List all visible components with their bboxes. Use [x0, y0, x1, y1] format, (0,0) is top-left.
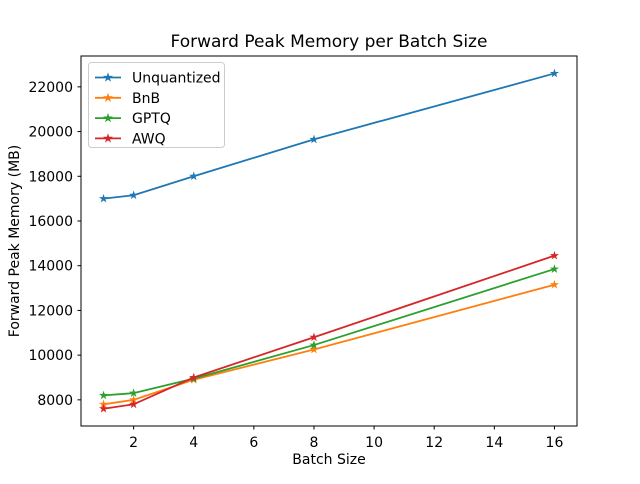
data-point-marker [189, 372, 199, 382]
data-point-marker [129, 395, 139, 404]
legend-box [88, 62, 225, 148]
y-tick-label: 14000 [28, 259, 73, 275]
data-point-marker [129, 388, 139, 398]
data-point-marker [309, 344, 319, 354]
legend-star-icon [103, 92, 113, 103]
y-tick-label: 8000 [37, 393, 73, 409]
data-point-marker [98, 193, 109, 203]
legend: Unquantized BnB GPTQ AWQ [88, 62, 225, 148]
data-point-marker [129, 190, 139, 200]
x-tick-label: 12 [425, 435, 443, 451]
plot-border [80, 55, 578, 427]
data-point-marker [129, 399, 139, 409]
series-line-bnb [103, 283, 555, 406]
x-axis-label: Batch Size [292, 452, 365, 468]
data-point-marker [98, 399, 109, 409]
axis-ticks: 2 4 6 8 10 12 14 16 8000 10000 12000 14000 16000 1800… [28, 80, 563, 451]
legend-label: AWQ [132, 131, 166, 147]
data-point-marker [189, 171, 199, 181]
series-line-awq [103, 254, 555, 410]
legend-label: Unquantized [132, 71, 221, 87]
data-point-marker [309, 332, 319, 342]
legend-item-awq: AWQ [95, 131, 166, 147]
series-lines [98, 68, 560, 413]
data-point-marker [549, 279, 560, 289]
x-tick-label: 16 [546, 435, 564, 451]
data-point-marker [309, 340, 319, 349]
data-point-marker [549, 68, 560, 78]
x-tick-label: 6 [249, 435, 258, 451]
x-tick-label: 8 [310, 435, 319, 451]
y-tick-label: 16000 [28, 214, 73, 230]
y-tick-label: 12000 [28, 303, 73, 319]
data-point-marker [309, 134, 319, 144]
x-tick-label: 2 [129, 435, 138, 451]
legend-star-icon [103, 112, 113, 123]
data-point-marker [98, 403, 109, 413]
legend-star-icon [103, 133, 113, 143]
data-point-marker [98, 390, 109, 400]
legend-star-icon [103, 72, 113, 82]
y-tick-label: 20000 [28, 125, 73, 141]
y-tick-label: 10000 [28, 348, 73, 364]
y-tick-label: 22000 [28, 80, 73, 96]
x-tick-label: 10 [365, 435, 383, 451]
legend-item-unquantized: Unquantized [95, 71, 221, 87]
legend-item-gptq: GPTQ [95, 111, 171, 127]
legend-item-bnb: BnB [95, 91, 160, 107]
chart-title: Forward Peak Memory per Batch Size [171, 32, 488, 52]
data-point-marker [549, 264, 560, 273]
y-tick-label: 18000 [28, 169, 73, 185]
legend-label: GPTQ [132, 111, 171, 127]
x-tick-label: 14 [485, 435, 503, 451]
y-axis-label: Forward Peak Memory (MB) [7, 145, 23, 337]
data-point-marker [549, 250, 560, 260]
legend-label: BnB [132, 91, 160, 107]
x-tick-label: 4 [189, 435, 198, 451]
